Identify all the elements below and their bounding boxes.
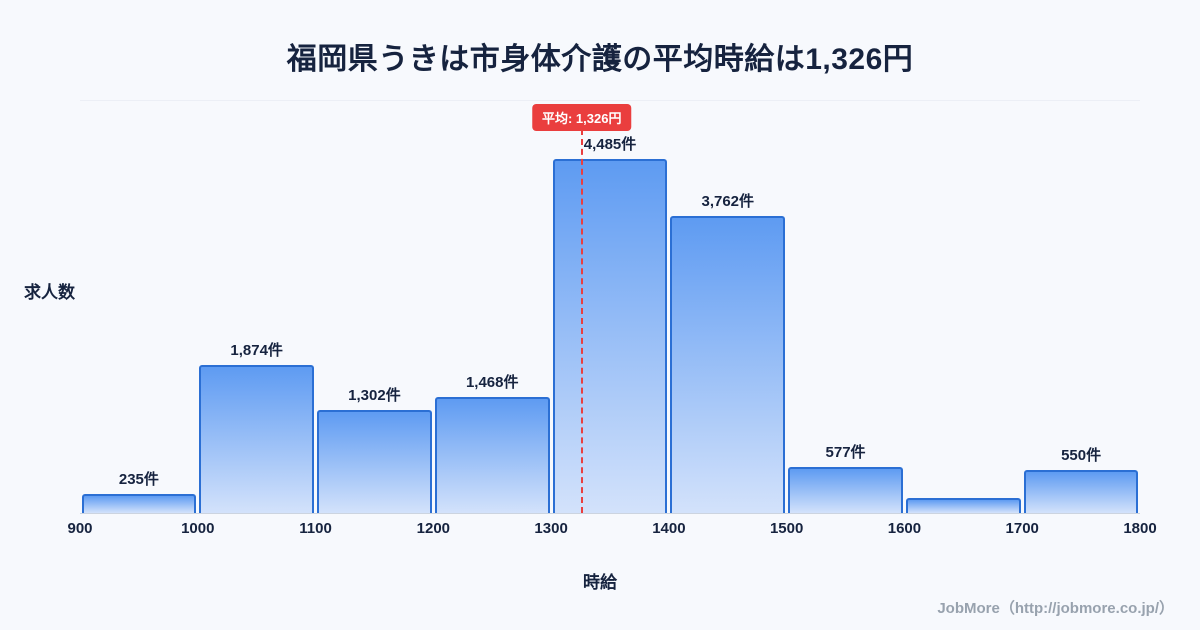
bar-value-label: 577件 [825,444,866,462]
histogram-bar [81,494,197,513]
x-tick-label: 900 [67,520,93,537]
page-title: 福岡県うきは市身体介護の平均時給は1,326円 [286,43,914,76]
histogram-bar [1023,469,1139,513]
x-tick-label: 1100 [299,520,332,537]
histogram-bar [199,365,315,513]
footer-credit: JobMore（http://jobmore.co.jp/） [937,600,1174,617]
x-tick-label: 1800 [1123,520,1157,537]
bar-value-label: 4,485件 [583,136,637,153]
bar-value-label: 235件 [118,471,159,489]
bar-value-label: 1,302件 [348,387,401,405]
histogram-bar [552,159,668,513]
x-axis-label: 時給 [583,573,617,592]
histogram-bar [670,216,786,513]
x-tick-label: 1500 [769,520,804,537]
plot-area: 235件 1,874件 1,302件 1,468件 4,485件 3,762件 577件 55… [80,100,1140,514]
x-tick-label: 1600 [887,520,922,537]
histogram-bar [905,498,1021,513]
average-badge: 平均: 1,326円 [531,104,632,131]
x-tick-label: 1000 [181,520,215,537]
bar-value-label: 3,762件 [701,193,755,211]
average-line [580,129,583,513]
x-tick-label: 1200 [416,520,451,537]
histogram-bar [788,467,903,513]
x-tick-label: 1400 [652,520,686,537]
histogram-bar [317,410,432,513]
x-tick-label: 1300 [534,520,568,537]
bar-value-label: 1,468件 [465,374,519,392]
x-tick-label: 1700 [1005,520,1039,537]
bar-value-label: 550件 [1061,446,1102,464]
bar-value-label: 1,874件 [230,342,283,360]
y-axis-label: 求人数 [24,283,75,302]
histogram-bar [434,397,550,513]
